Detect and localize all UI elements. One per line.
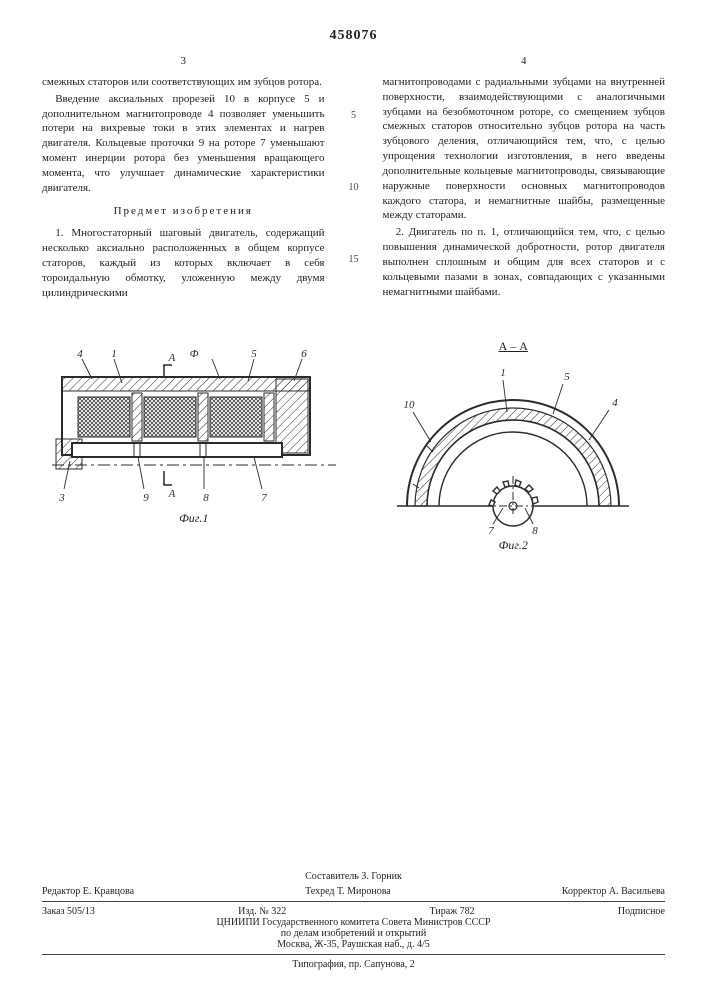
callout: 5 — [251, 348, 257, 360]
page-col-number-left: 3 — [42, 54, 325, 69]
patent-number: 458076 — [42, 28, 665, 44]
callout: 4 — [613, 397, 619, 409]
right-column: 4 магнитопроводами с радиальными зубцами… — [383, 54, 666, 303]
edition: Изд. № 322 — [238, 906, 286, 917]
org2: по делам изобретений и открытий — [42, 928, 665, 939]
order: Заказ 505/13 — [42, 906, 95, 917]
callout: 5 — [565, 371, 571, 383]
credits-row: Редактор Е. Кравцова Техред Т. Миронова … — [42, 886, 665, 897]
compiler: Составитель З. Горник — [42, 871, 665, 882]
callout: 9 — [143, 492, 149, 504]
page: 458076 3 смежных статоров или соответств… — [0, 0, 707, 1000]
figure-2-svg: 10 1 5 4 7 8 — [383, 356, 643, 536]
footer: Составитель З. Горник Редактор Е. Кравцо… — [42, 871, 665, 970]
callout: Ф — [189, 348, 198, 360]
right-p2: 2. Двигатель по п. 1, отличающийся тем, … — [383, 225, 666, 299]
address: Москва, Ж-35, Раушская наб., д. 4/5 — [42, 939, 665, 950]
order-row: Заказ 505/13 Изд. № 322 Тираж 782 Подпис… — [42, 906, 665, 917]
callout: 3 — [58, 492, 65, 504]
callout: 4 — [77, 348, 83, 360]
callout: 7 — [489, 525, 495, 536]
figures-row: 4 1 A Ф 5 6 3 9 A 8 7 Фиг.1 А – А — [42, 339, 665, 553]
section-letter: A — [167, 488, 175, 500]
page-col-number-right: 4 — [383, 54, 666, 69]
callout: 10 — [404, 399, 416, 411]
org1: ЦНИИПИ Государственного комитета Совета … — [42, 917, 665, 928]
callout: 1 — [111, 348, 117, 360]
left-p3: 1. Многостаторный шаговый двигатель, сод… — [42, 226, 325, 300]
printer: Типография, пр. Сапунова, 2 — [42, 959, 665, 970]
figure-2-caption: Фиг.2 — [362, 538, 666, 553]
figure-1: 4 1 A Ф 5 6 3 9 A 8 7 Фиг.1 — [42, 339, 346, 553]
line-number: 10 — [347, 182, 361, 193]
figure-1-caption: Фиг.1 — [42, 511, 346, 526]
left-column: 3 смежных статоров или соответствующих и… — [42, 54, 325, 303]
callout: 6 — [301, 348, 307, 360]
figure-2-section-title: А – А — [362, 339, 666, 354]
left-p1: смежных статоров или соответствующих им … — [42, 75, 325, 90]
line-number-gutter: 5 10 15 — [347, 54, 361, 303]
text-columns: 3 смежных статоров или соответствующих и… — [42, 54, 665, 303]
callout: 8 — [203, 492, 209, 504]
callout: 7 — [261, 492, 267, 504]
subscription: Подписное — [618, 906, 665, 917]
corrector: Корректор А. Васильева — [562, 886, 665, 897]
subject-heading: Предмет изобретения — [42, 204, 325, 219]
callout: 1 — [501, 367, 507, 379]
callout: 8 — [533, 525, 539, 536]
circulation: Тираж 782 — [430, 906, 475, 917]
left-p2: Введение аксиальных прорезей 10 в корпус… — [42, 92, 325, 196]
editor: Редактор Е. Кравцова — [42, 886, 134, 897]
line-number: 5 — [347, 110, 361, 121]
figure-2: А – А — [362, 339, 666, 553]
tech-editor: Техред Т. Миронова — [305, 886, 391, 897]
line-number: 15 — [347, 254, 361, 265]
right-p1: магнитопроводами с радиальными зубцами н… — [383, 75, 666, 223]
figure-1-svg: 4 1 A Ф 5 6 3 9 A 8 7 — [44, 339, 344, 509]
section-letter: A — [167, 352, 175, 364]
